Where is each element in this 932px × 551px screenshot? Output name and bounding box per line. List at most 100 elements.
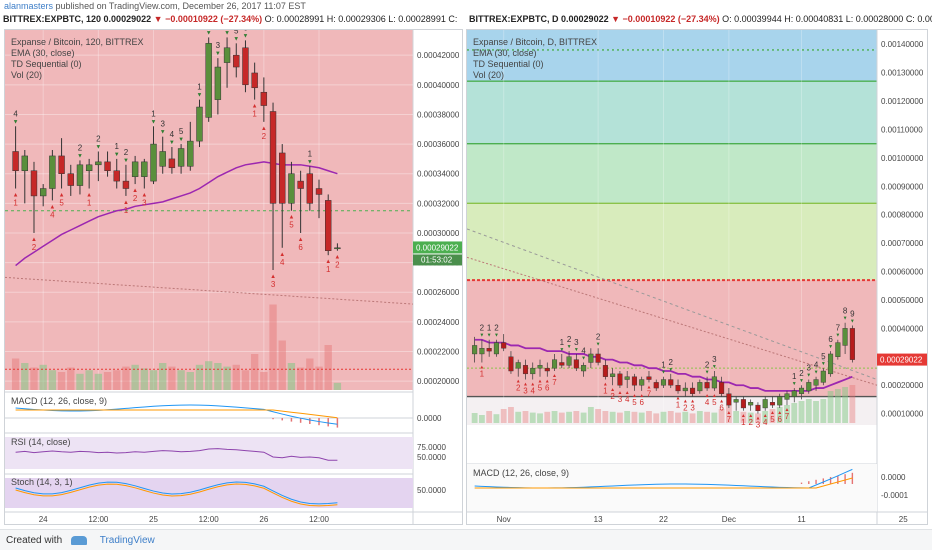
candle-body [76,164,84,186]
candle-body [279,152,286,204]
candle-body [493,342,499,355]
countdown-tag [413,254,462,266]
left-chart-svg[interactable]: 0.00042000 0.00040000 0.00038000 0.00036000… [5,30,463,525]
left-legend-ema: EMA (30, close) [11,48,75,58]
candle-body [719,382,725,394]
trend-line [5,276,414,305]
candle-body [682,387,688,392]
volume-bar [558,412,565,423]
trend-line [467,228,878,381]
td-arrow-up-icon: ▲ [617,390,622,396]
volume-bar [776,407,783,423]
volume-bar [544,411,551,423]
td-arrow-up-icon: ▲ [763,413,768,419]
volume-bar [48,370,57,390]
volume-bar [573,411,580,423]
td-count-label: 7 [727,415,732,424]
stoch-tick-label: 50.0000 [417,486,446,495]
tradingview-logo-icon [70,535,87,545]
td-count-label: 1 [560,338,565,347]
td-arrow-up-icon: ▲ [298,237,304,243]
author-name[interactable]: alanmasters [4,1,54,11]
price-tick-label: 0.00100000 [881,154,924,163]
td-count-label: 2 [669,358,674,367]
td-arrow-up-icon: ▲ [785,407,790,413]
td-arrow-down-icon: ▼ [574,347,579,353]
td-count-label: 2 [124,148,129,157]
volume-bar [131,364,139,390]
candle-body [835,342,841,357]
td-arrow-down-icon: ▼ [178,137,184,143]
candle-body [755,404,761,411]
candle-body [49,155,56,189]
left-macd-label: MACD (12, 26, close, 9) [11,396,108,406]
td-count-label: 5 [821,352,826,361]
candle-body [653,382,659,389]
candle-body [150,143,157,182]
down-arrow-icon: ▼ [153,14,163,24]
candle-body [479,348,485,355]
td-arrow-up-icon: ▲ [545,379,550,385]
td-count-label: 1 [603,387,608,396]
td-arrow-down-icon: ▼ [242,33,248,39]
td-count-label: 6 [545,384,550,393]
volume-bar [122,366,130,390]
candle-body [588,353,594,363]
td-arrow-down-icon: ▼ [479,333,484,339]
volume-bar [587,407,594,423]
td-count-label: 1 [326,265,331,274]
td-count-label: 1 [661,361,666,370]
td-count-label: 2 [799,369,804,378]
right-change: −0.00010922 (−27.34%) [622,14,720,24]
td-count-label: 2 [567,335,572,344]
candle-body [828,353,834,375]
left-symbol: BITTREX:EXPBTC, 120 [3,14,102,24]
right-chart-svg[interactable]: 0.00140000 0.00130000 0.00120000 0.00110000… [467,30,928,525]
volume-bar [232,364,240,390]
left-legend: Expanse / Bitcoin, 120, BITTREX EMA (30,… [11,37,144,81]
left-chart-panel[interactable]: 0.00042000 0.00040000 0.00038000 0.00036000… [4,29,463,525]
td-arrow-down-icon: ▼ [114,152,120,158]
volume-bar [711,412,718,423]
volume-bar [250,354,259,390]
last-price-tag [413,241,462,254]
td-arrow-up-icon: ▲ [690,399,695,405]
candle-body [522,365,529,375]
candle-body [842,328,848,346]
candle-body [486,348,492,352]
volume-bar [195,364,204,390]
td-arrow-down-icon: ▼ [123,158,129,164]
td-arrow-down-icon: ▼ [95,144,101,150]
td-arrow-up-icon: ▲ [748,413,753,419]
td-count-label: 1 [124,206,129,215]
td-arrow-up-icon: ▲ [132,188,138,194]
tradingview-link[interactable]: TradingView [99,535,155,546]
volume-bar [624,411,631,423]
candle-body [141,161,148,177]
right-chart-panel[interactable]: 0.00140000 0.00130000 0.00120000 0.00110000… [466,29,928,525]
time-tick-label: Nov [497,515,511,524]
time-tick-label: 12:00 [199,515,220,524]
candle-body [196,106,203,142]
volume-bar [113,370,121,390]
td-arrow-down-icon: ▼ [307,159,313,165]
td-arrow-down-icon: ▼ [705,370,710,376]
candle-body [315,188,323,195]
td-count-label: 3 [712,355,717,364]
volume-bar [67,367,75,390]
td-count-label: 8 [843,307,848,316]
candle-body [798,387,805,394]
td-count-label: 7 [836,324,841,333]
price-tick-label: 0.00038000 [417,110,460,119]
price-tick-label: 0.00042000 [417,51,460,60]
td-arrow-down-icon: ▼ [850,319,855,325]
candle-body [740,399,746,409]
td-arrow-up-icon: ▲ [334,255,340,261]
volume-bar [834,389,841,423]
td-count-label: 1 [13,199,18,208]
last-price-tag [877,353,927,366]
td-arrow-down-icon: ▼ [581,355,586,361]
volume-bar [798,401,805,423]
td-count-label: 6 [639,398,644,407]
candle-body [624,376,630,380]
